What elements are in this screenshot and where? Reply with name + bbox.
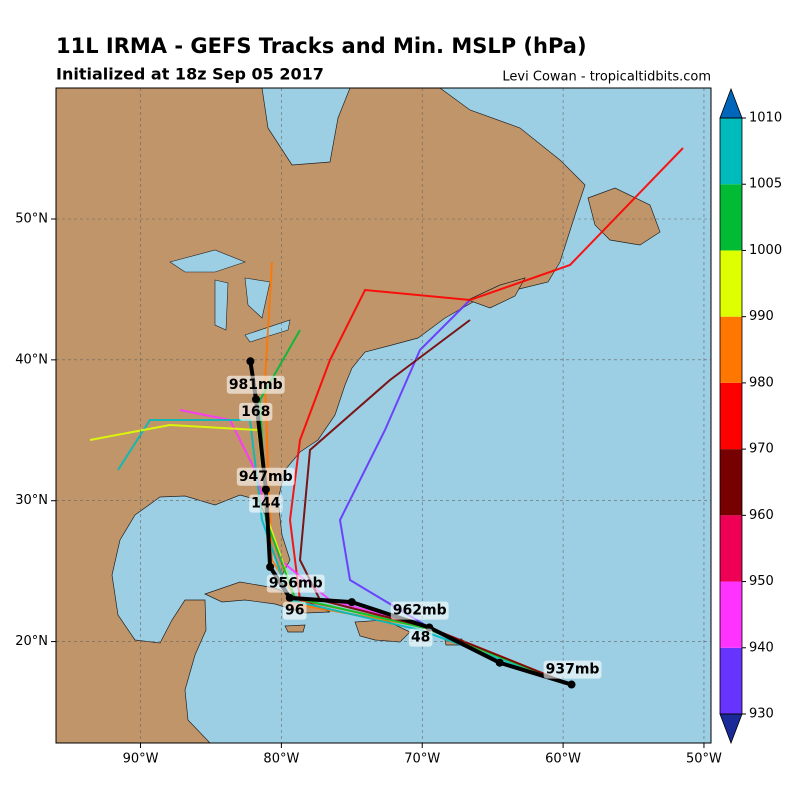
annotation-box bbox=[239, 402, 273, 421]
subtitle: Initialized at 18z Sep 05 2017 bbox=[56, 65, 324, 84]
y-tick-label: 50°N bbox=[15, 212, 48, 227]
annotation-box bbox=[390, 601, 449, 620]
annotation-box bbox=[226, 375, 285, 394]
colorbar-tick-label: 990 bbox=[749, 309, 774, 324]
annotation: 96 bbox=[285, 603, 304, 619]
colorbar-segment bbox=[720, 581, 742, 648]
annotation-box bbox=[249, 494, 283, 513]
lake-michigan bbox=[214, 279, 229, 331]
y-tick-label: 30°N bbox=[15, 493, 48, 508]
colorbar-tick-label: 960 bbox=[749, 508, 774, 523]
colorbar-segment bbox=[720, 316, 742, 383]
annotation-box bbox=[266, 574, 325, 593]
annotations: 937mb 48 962mb 96 956mb 144 947mb 168 981mb bbox=[226, 375, 602, 679]
x-tick-label: 90°W bbox=[123, 752, 159, 767]
colorbar-segment bbox=[720, 515, 742, 582]
annotation: 981mb bbox=[229, 377, 283, 393]
colorbar-tick-label: 930 bbox=[749, 707, 774, 722]
colorbar-segment bbox=[720, 449, 742, 516]
grid bbox=[56, 88, 711, 743]
track-point bbox=[261, 485, 270, 494]
annotation: 168 bbox=[241, 404, 270, 420]
annotation: 937mb bbox=[546, 662, 600, 678]
jamaica bbox=[284, 624, 306, 633]
x-tick-label: 50°W bbox=[686, 752, 722, 767]
annotation-box bbox=[543, 660, 602, 679]
lake-superior bbox=[169, 249, 246, 273]
colorbar-tick-label: 950 bbox=[749, 574, 774, 589]
annotation: 962mb bbox=[393, 603, 447, 619]
colorbar-extend-low bbox=[719, 713, 743, 745]
track-point bbox=[495, 658, 504, 667]
track-point bbox=[266, 562, 275, 571]
credit: Levi Cowan - tropicaltidbits.com bbox=[502, 70, 711, 85]
colorbar: 930 940 950 960 970 980 990 1000 1005 1010 bbox=[719, 87, 782, 745]
newfoundland bbox=[587, 187, 661, 246]
title: 11L IRMA - GEFS Tracks and Min. MSLP (hP… bbox=[56, 34, 587, 58]
lake-huron bbox=[244, 277, 271, 319]
track-point bbox=[252, 395, 261, 404]
y-tick-label: 40°N bbox=[15, 352, 48, 367]
track-point bbox=[246, 357, 255, 366]
y-tick-label: 20°N bbox=[15, 634, 48, 649]
annotation-box bbox=[408, 628, 433, 647]
colorbar-tick-label: 1005 bbox=[749, 177, 782, 192]
annotation-box bbox=[283, 601, 307, 620]
colorbar-segment bbox=[720, 184, 742, 251]
colorbar-tick-label: 1000 bbox=[749, 243, 782, 258]
x-tick-label: 80°W bbox=[263, 752, 299, 767]
x-tick-label: 70°W bbox=[404, 752, 440, 767]
colorbar-segment bbox=[720, 118, 742, 185]
x-tick-label: 60°W bbox=[545, 752, 581, 767]
colorbar-frame bbox=[719, 117, 743, 715]
annotation: 144 bbox=[251, 496, 280, 512]
colorbar-tick-label: 940 bbox=[749, 640, 774, 655]
colorbar-tick-label: 1010 bbox=[749, 111, 782, 126]
map-area bbox=[56, 88, 711, 743]
annotation: 956mb bbox=[269, 576, 323, 592]
colorbar-tick-label: 970 bbox=[749, 442, 774, 457]
track-point bbox=[285, 593, 294, 602]
annotation: 947mb bbox=[239, 469, 293, 485]
annotation-box bbox=[236, 467, 295, 486]
colorbar-segment bbox=[720, 647, 742, 714]
map-frame bbox=[55, 87, 712, 744]
colorbar-extend-high bbox=[719, 87, 743, 119]
colorbar-segment bbox=[720, 382, 742, 450]
axes: 90°W 80°W 70°W 60°W 50°W 20°N 30°N 40°N 50°N bbox=[15, 212, 722, 767]
track-point bbox=[347, 598, 356, 607]
track-point bbox=[567, 680, 576, 689]
annotation: 48 bbox=[411, 630, 430, 646]
colorbar-tick-label: 980 bbox=[749, 375, 774, 390]
colorbar-segment bbox=[720, 250, 742, 317]
